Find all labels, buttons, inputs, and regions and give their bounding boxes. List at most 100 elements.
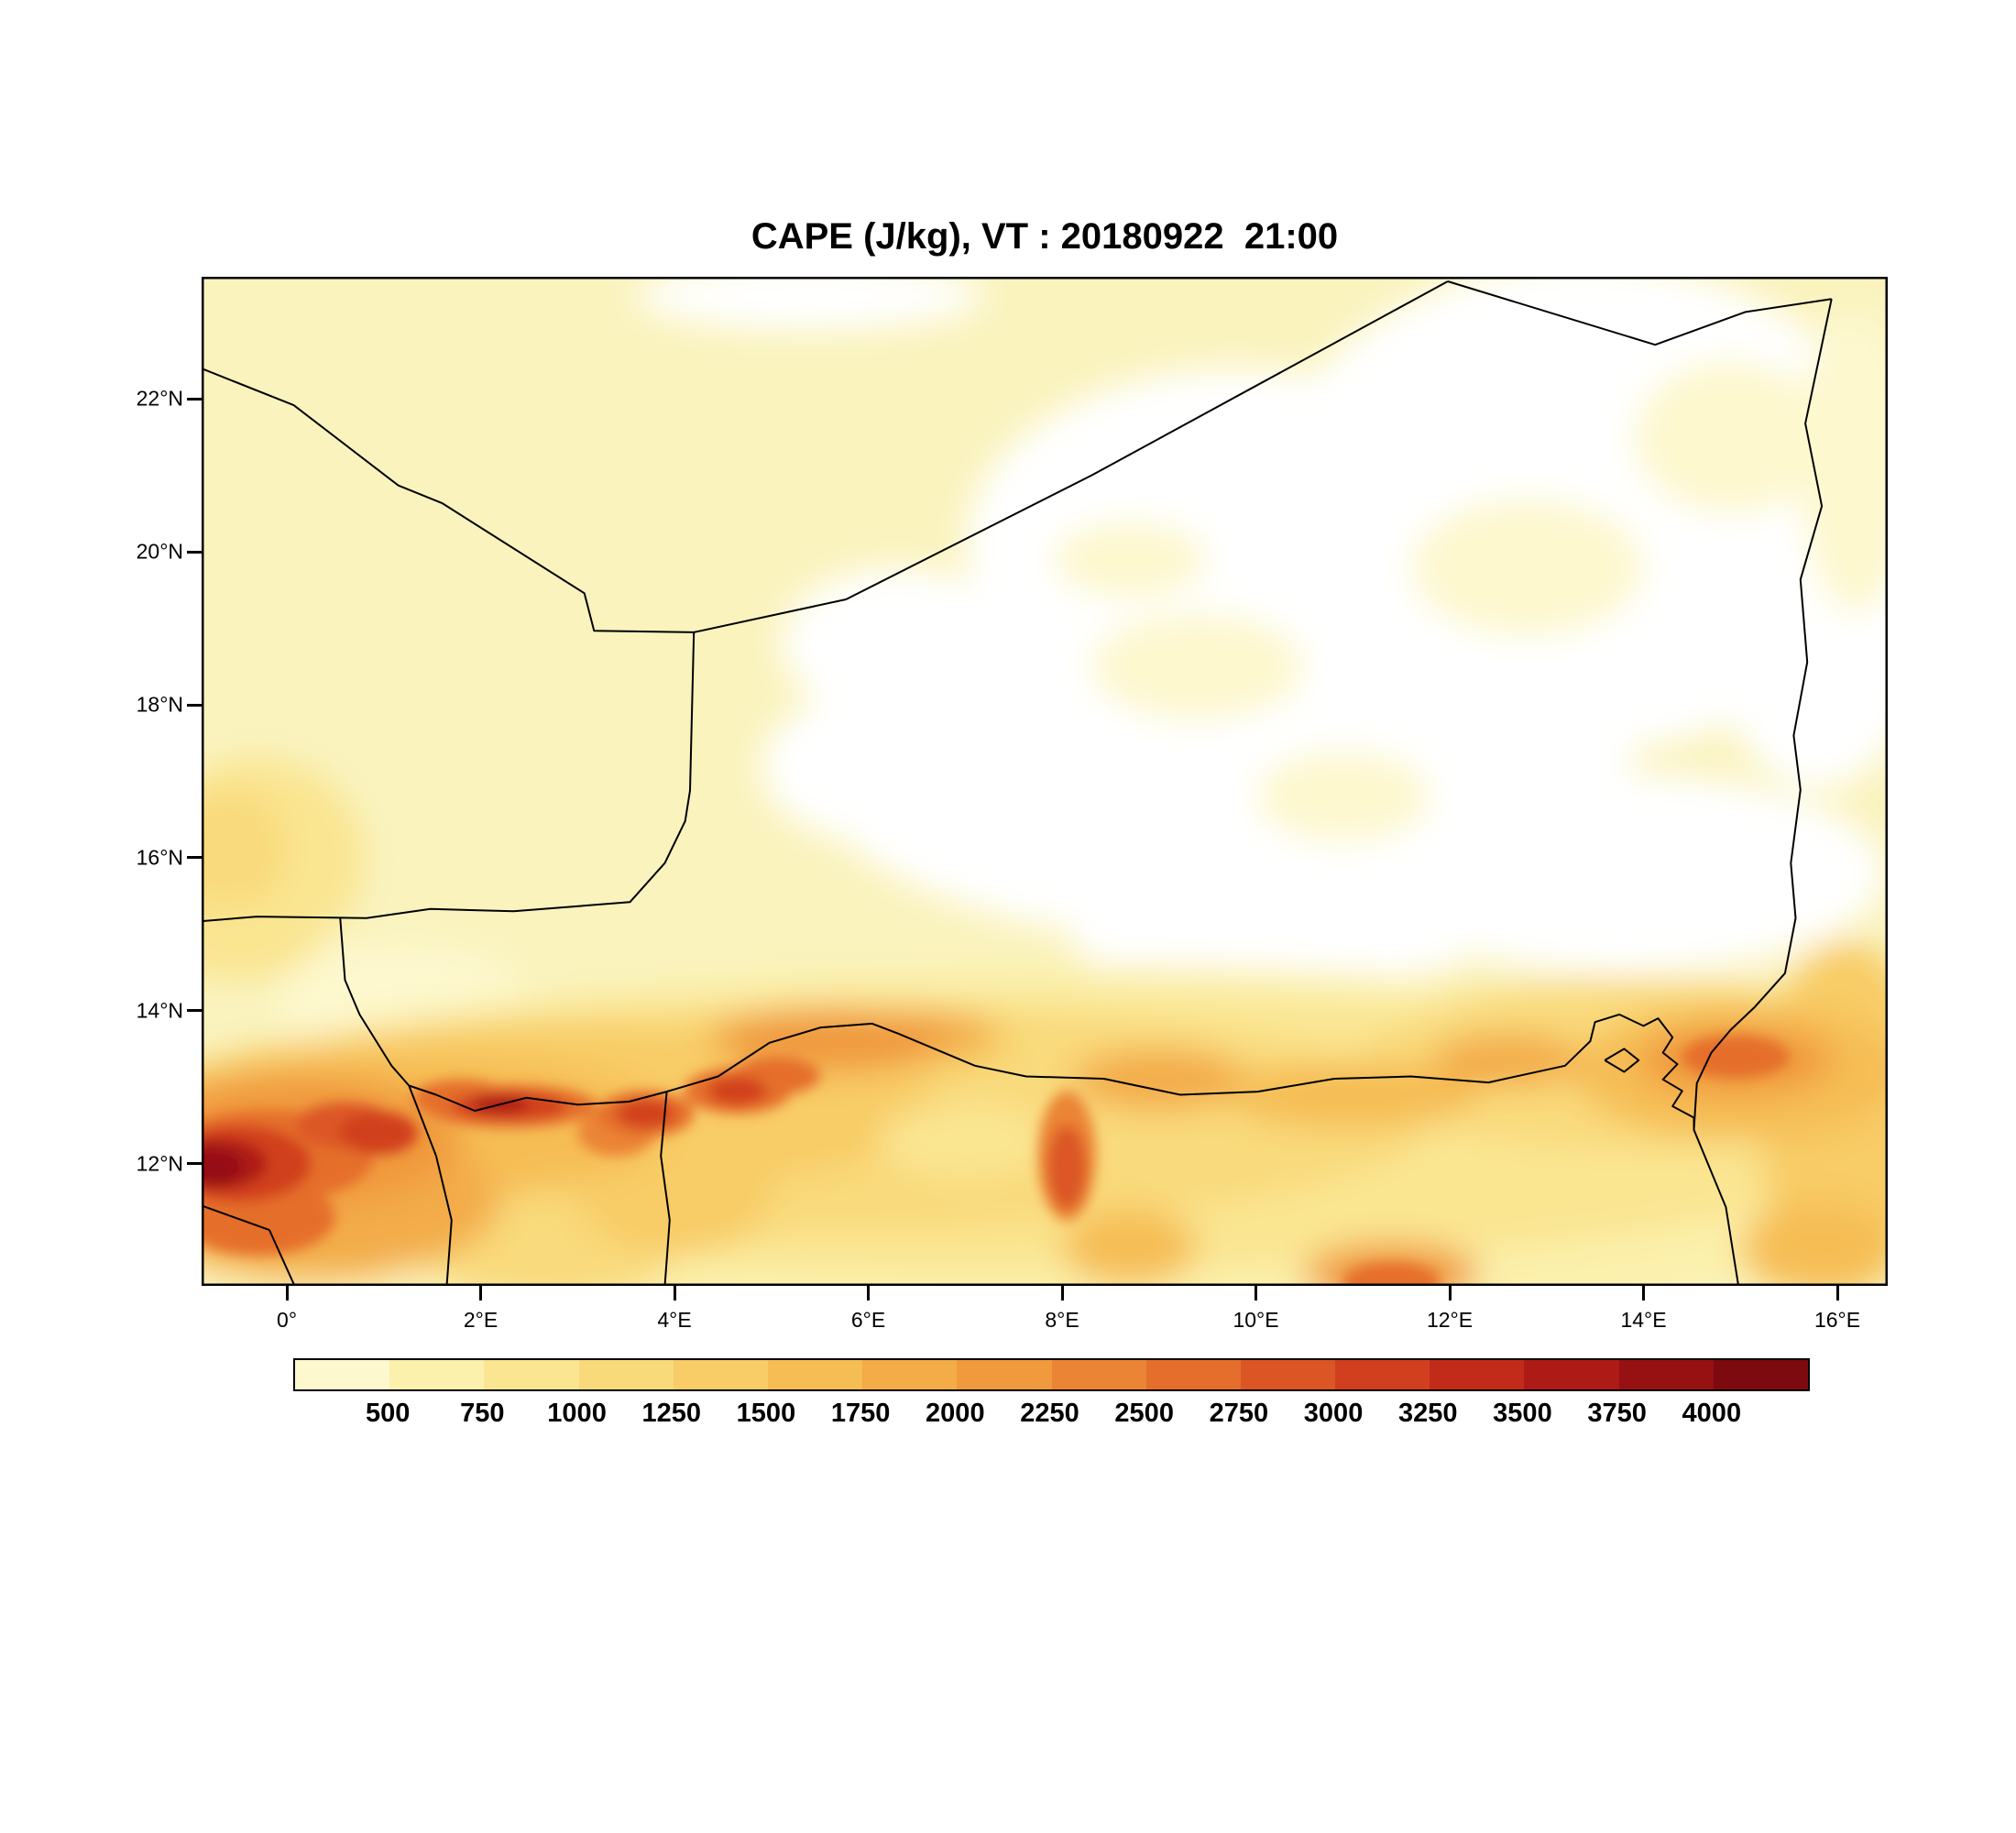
- colorbar-segment: [484, 1360, 579, 1389]
- colorbar-segment: [1430, 1360, 1525, 1389]
- colorbar-segment: [1051, 1360, 1146, 1389]
- colorbar-label: 2000: [926, 1399, 985, 1428]
- lat-tick-label: 20°N: [136, 539, 183, 564]
- lon-tick-mark: [479, 1286, 483, 1301]
- country-border: [660, 1092, 671, 1286]
- cape-feature: [713, 1010, 947, 1072]
- country-border: [202, 631, 696, 923]
- colorbar-segment: [295, 1360, 390, 1389]
- colorbar-label: 2250: [1020, 1399, 1079, 1428]
- lon-tick-label: 6°E: [850, 1308, 886, 1332]
- colorbar: [293, 1358, 1810, 1391]
- colorbar-segment: [1335, 1360, 1430, 1389]
- lat-tick-mark: [187, 1162, 202, 1166]
- lon-tick-label: 0°: [277, 1308, 298, 1332]
- colorbar-segment: [1145, 1360, 1241, 1389]
- cape-feature: [202, 788, 287, 912]
- map-frame: [202, 277, 1888, 1286]
- colorbar-label: 1750: [830, 1399, 891, 1428]
- colorbar-label: 1250: [641, 1399, 702, 1428]
- country-border: [202, 1204, 296, 1286]
- cape-feature: [202, 1147, 244, 1187]
- colorbar-segment: [1240, 1360, 1336, 1389]
- cape-feature: [635, 277, 985, 331]
- colorbar-label: 1500: [736, 1399, 796, 1428]
- cape-feature: [1798, 307, 1888, 613]
- cape-feature: [577, 1133, 772, 1256]
- cape-feature: [340, 1111, 418, 1155]
- cape-field-map: [202, 277, 1888, 1286]
- colorbar-label: 500: [365, 1399, 411, 1428]
- lon-tick-label: 12°E: [1426, 1308, 1474, 1332]
- lon-tick-label: 16°E: [1813, 1308, 1861, 1332]
- lon-tick-label: 4°E: [657, 1308, 692, 1332]
- colorbar-segment: [389, 1360, 485, 1389]
- colorbar-label: 2500: [1114, 1399, 1174, 1428]
- lat-tick-mark: [187, 1009, 202, 1013]
- lon-tick-mark: [1255, 1286, 1258, 1301]
- lon-tick-label: 8°E: [1045, 1308, 1079, 1332]
- lon-tick-mark: [1642, 1286, 1646, 1301]
- country-border: [693, 280, 1449, 633]
- lat-tick-label: 14°N: [136, 998, 183, 1023]
- colorbar-label: 3000: [1303, 1399, 1364, 1428]
- colorbar-segment: [578, 1360, 674, 1389]
- colorbar-segment: [1524, 1360, 1619, 1389]
- lat-tick-mark: [187, 550, 202, 554]
- lon-tick-label: 2°E: [463, 1308, 499, 1332]
- country-borders: [202, 280, 1833, 1286]
- cape-feature: [1255, 751, 1430, 843]
- cape-feature: [1682, 1035, 1790, 1079]
- country-border: [202, 368, 695, 633]
- cape-feature: [1410, 498, 1644, 637]
- colorbar-label: 3250: [1397, 1399, 1458, 1428]
- country-border: [408, 1085, 453, 1286]
- cape-feature: [1047, 1125, 1087, 1210]
- chart-title: CAPE (J/kg), VT : 20180922 21:00: [751, 216, 1339, 257]
- lat-tick-label: 22°N: [136, 386, 183, 411]
- colorbar-segment: [1618, 1360, 1714, 1389]
- lon-tick-mark: [867, 1286, 871, 1301]
- cape-feature: [1740, 1202, 1888, 1286]
- lon-tick-mark: [1448, 1286, 1452, 1301]
- cape-feature: [1052, 521, 1208, 598]
- lon-tick-mark: [1060, 1286, 1064, 1301]
- colorbar-label: 1000: [547, 1399, 607, 1428]
- cape-feature: [761, 689, 994, 843]
- country-border: [1693, 298, 1833, 1286]
- colorbar-segment: [767, 1360, 863, 1389]
- lat-tick-label: 12°N: [136, 1151, 183, 1176]
- lon-tick-mark: [1835, 1286, 1839, 1301]
- cape-feature: [1342, 1262, 1441, 1286]
- cape-field: [202, 277, 1888, 1286]
- colorbar-label: 750: [460, 1399, 505, 1428]
- colorbar-segment: [1713, 1360, 1808, 1389]
- cape-feature: [878, 1102, 1053, 1180]
- cape-feature: [1362, 774, 1886, 972]
- colorbar-label: 3500: [1493, 1399, 1552, 1428]
- cape-feature: [1430, 1033, 1586, 1088]
- lat-tick-label: 16°N: [136, 845, 183, 870]
- lon-tick-label: 10°E: [1233, 1308, 1279, 1332]
- cape-feature: [202, 904, 316, 981]
- colorbar-label: 4000: [1682, 1399, 1742, 1428]
- cape-feature: [1062, 1209, 1199, 1286]
- cape-feature: [708, 1077, 767, 1105]
- country-border: [339, 916, 1695, 1130]
- cape-feature: [926, 774, 1256, 927]
- lat-tick-mark: [187, 703, 202, 707]
- cape-feature: [616, 1100, 674, 1128]
- lat-tick-mark: [187, 397, 202, 401]
- map-plot-area: [202, 277, 1888, 1286]
- lat-tick-mark: [187, 856, 202, 860]
- colorbar-segment: [957, 1360, 1052, 1389]
- colorbar-label: 3750: [1587, 1399, 1647, 1428]
- cape-feature: [1634, 360, 1828, 514]
- lon-tick-mark: [285, 1286, 289, 1301]
- lat-tick-label: 18°N: [136, 692, 183, 717]
- cape-feature: [1090, 613, 1305, 720]
- colorbar-segment: [862, 1360, 958, 1389]
- cape-feature: [781, 567, 1014, 720]
- lon-tick-mark: [673, 1286, 676, 1301]
